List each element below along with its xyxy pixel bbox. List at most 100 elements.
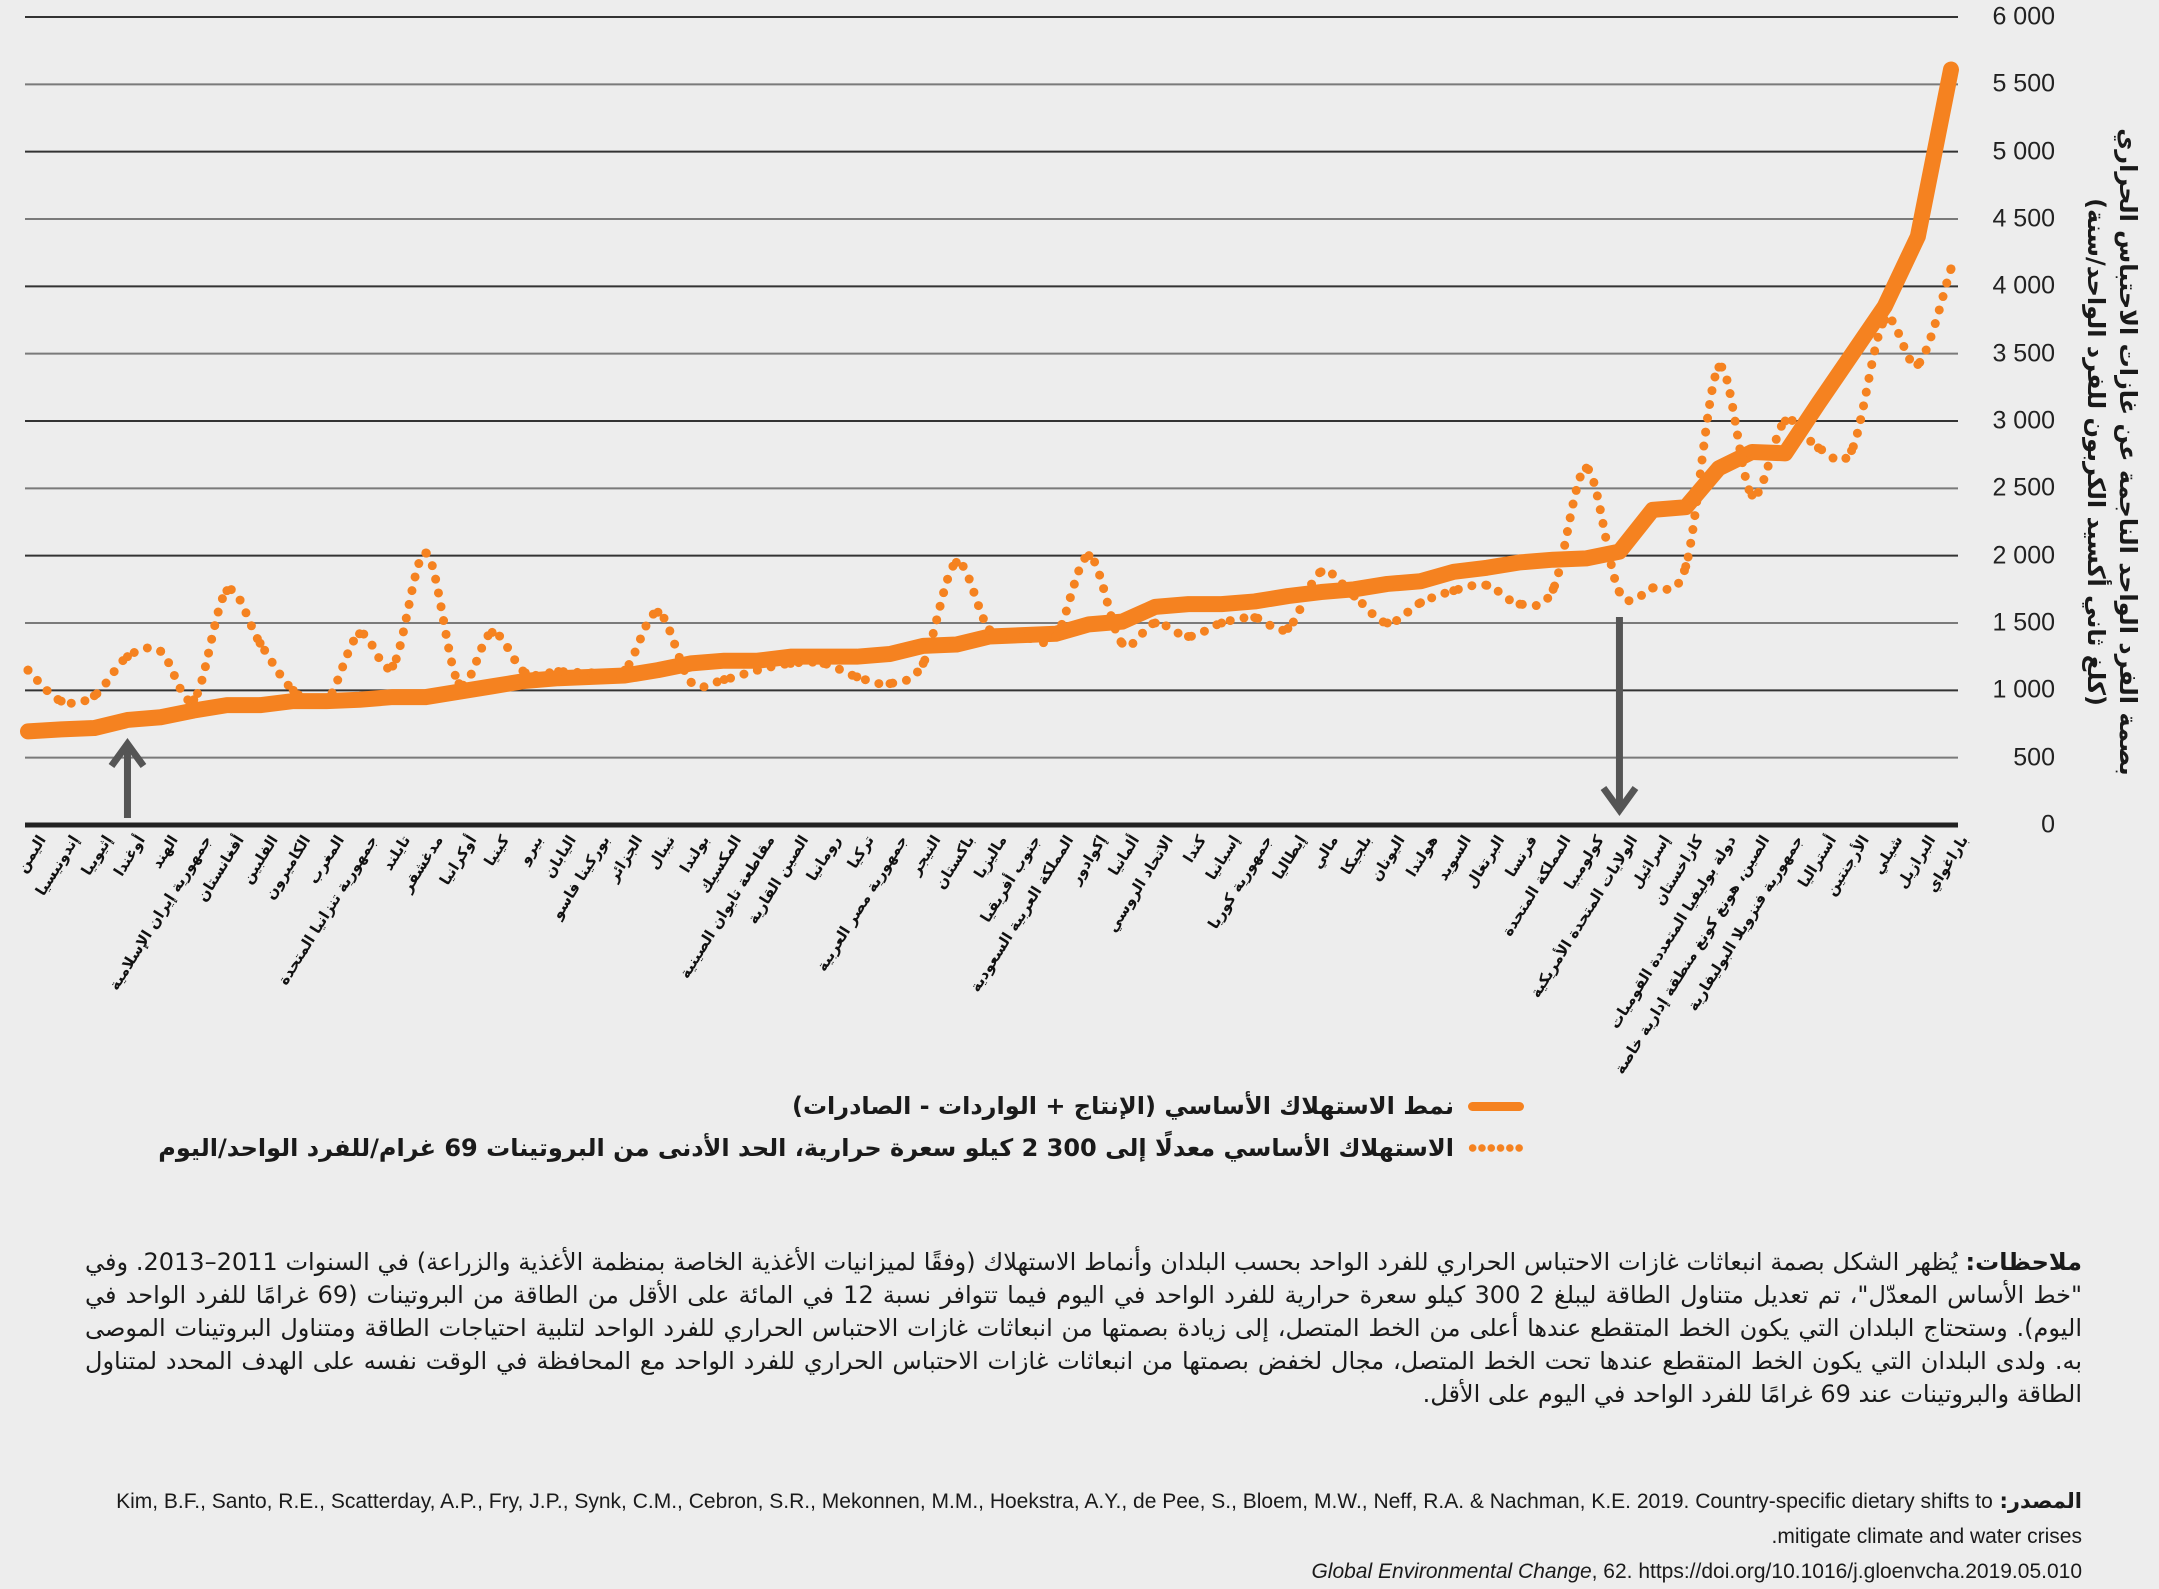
y-axis-title-line2: (كلغ ثاني أكسيد الكربون للفرد الواحد/سنة… — [2082, 198, 2110, 706]
data-point — [388, 661, 398, 671]
legend-swatch-solid — [1468, 1101, 1524, 1111]
data-point — [985, 625, 994, 635]
data-point — [253, 698, 268, 713]
y-axis-title: بصمة الفرد الواحد الناجمة عن غازات الاحت… — [2080, 42, 2144, 862]
data-point — [918, 658, 928, 668]
data-point — [1813, 443, 1823, 453]
source-doi-text: , 62. https://doi.org/10.1016/j.gloenvch… — [1591, 1560, 2082, 1583]
series-group — [20, 61, 1959, 740]
data-point — [54, 722, 69, 737]
data-point — [1314, 585, 1329, 600]
data-point — [686, 677, 696, 687]
data-point — [1380, 576, 1395, 591]
data-point — [553, 666, 563, 676]
data-point — [1512, 555, 1527, 570]
annotation-arrows — [108, 617, 1639, 818]
data-point — [620, 665, 630, 675]
data-point — [355, 629, 365, 639]
data-point — [1612, 544, 1627, 559]
data-point — [885, 679, 895, 689]
data-point — [883, 646, 898, 661]
data-point — [1681, 561, 1691, 571]
data-point — [1150, 618, 1160, 628]
data-point — [1747, 490, 1757, 500]
series-solid — [20, 61, 1959, 740]
legend-item-dotted: الاستهلاك الأساسي معدلًا إلى 300 2 كيلو … — [158, 1134, 1524, 1162]
legend-swatch-dotted — [1468, 1144, 1524, 1152]
data-point — [454, 679, 464, 689]
data-point — [1515, 599, 1525, 609]
y-tick-label: 0 — [2041, 810, 2055, 839]
data-point — [1416, 598, 1426, 608]
y-tick-label: 5 500 — [1992, 69, 2055, 98]
data-point — [1214, 597, 1229, 612]
source-label: المصدر: — [1999, 1489, 2082, 1513]
legend-item-solid: نمط الاستهلاك الأساسي (الإنتاج + الواردا… — [792, 1092, 1524, 1120]
data-point — [1877, 299, 1892, 314]
data-point — [321, 696, 331, 706]
data-point — [418, 690, 433, 705]
data-point — [222, 586, 232, 596]
data-point — [1449, 586, 1459, 596]
data-point — [1614, 587, 1624, 597]
data-point — [752, 665, 762, 675]
data-point — [1247, 594, 1262, 609]
y-tick-label: 3 000 — [1992, 406, 2055, 435]
line-chart — [20, 16, 1959, 828]
y-tick-label: 3 500 — [1992, 339, 2055, 368]
data-point — [1581, 463, 1591, 473]
data-point — [1778, 446, 1793, 461]
data-point — [717, 653, 732, 668]
data-point — [1117, 638, 1127, 648]
data-point — [1183, 631, 1193, 641]
data-point — [1148, 599, 1163, 614]
data-point — [650, 663, 665, 678]
data-point — [89, 691, 99, 701]
data-point — [1250, 613, 1260, 623]
data-point — [1382, 618, 1392, 628]
data-point — [1880, 315, 1890, 325]
data-point — [219, 698, 234, 713]
data-point — [1479, 560, 1494, 575]
data-point — [786, 658, 796, 668]
data-point — [1051, 631, 1061, 641]
data-point — [1780, 416, 1790, 426]
data-point — [487, 627, 497, 637]
data-point — [1579, 551, 1594, 566]
data-point — [421, 548, 431, 558]
data-point — [186, 703, 201, 718]
source-doi: Global Environmental Change, 62. https:/… — [1311, 1560, 2082, 1583]
y-tick-label: 1 000 — [1992, 675, 2055, 704]
series-dotted — [23, 264, 1956, 710]
data-point — [1081, 617, 1096, 632]
data-point — [1946, 264, 1956, 274]
legend-label-dotted: الاستهلاك الأساسي معدلًا إلى 300 2 كيلو … — [158, 1134, 1454, 1162]
data-point — [1745, 444, 1760, 459]
arrow-up-icon — [108, 738, 147, 818]
data-point — [1084, 551, 1094, 561]
data-point — [1349, 591, 1359, 601]
notes-text: يُظهر الشكل بصمة انبعاثات غازات الاحتباس… — [85, 1248, 2082, 1408]
source-citation: Kim, B.F., Santo, R.E., Scatterday, A.P.… — [116, 1490, 2082, 1548]
data-point — [951, 557, 961, 567]
data-point — [1482, 580, 1492, 590]
y-tick-label: 4 500 — [1992, 204, 2055, 233]
legend-label-solid: نمط الاستهلاك الأساسي (الإنتاج + الواردا… — [791, 1092, 1454, 1120]
data-point — [21, 724, 35, 739]
y-tick-label: 500 — [2013, 743, 2055, 772]
data-point — [1546, 552, 1561, 567]
data-point — [1413, 574, 1428, 589]
data-point — [1181, 597, 1196, 612]
data-point — [1115, 614, 1130, 629]
data-point — [288, 685, 298, 695]
data-point — [1446, 564, 1461, 579]
data-point — [1316, 567, 1326, 577]
y-tick-label: 1 500 — [1992, 608, 2055, 637]
data-point — [949, 637, 964, 652]
data-point — [1018, 631, 1028, 641]
notes: ملاحظات: يُظهر الشكل بصمة انبعاثات غازات… — [85, 1246, 2082, 1411]
notes-label: ملاحظات: — [1965, 1248, 2082, 1276]
data-point — [819, 658, 829, 668]
data-point — [587, 668, 597, 678]
y-tick-label: 4 000 — [1992, 271, 2055, 300]
